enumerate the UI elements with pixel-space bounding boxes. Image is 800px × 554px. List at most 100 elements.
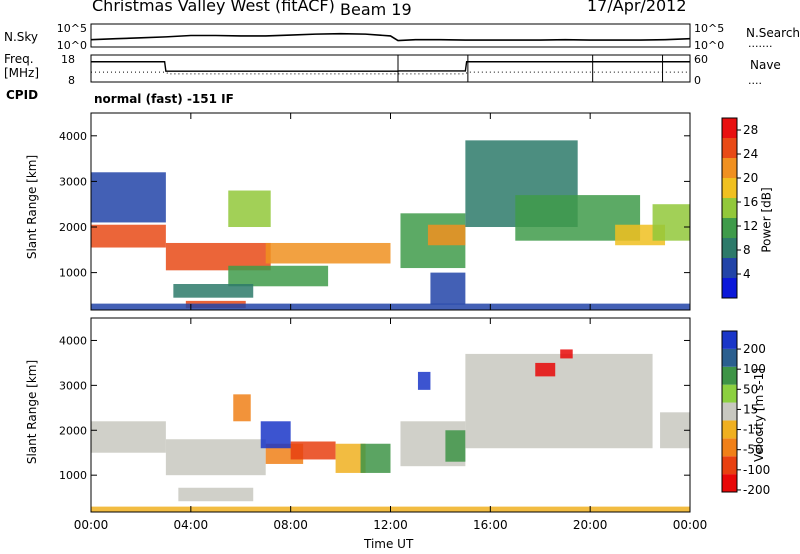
power-ytick-label: 4000 bbox=[59, 130, 87, 143]
velocity-ytick-label: 4000 bbox=[59, 334, 87, 347]
power-echo-band bbox=[91, 172, 166, 223]
noise-series-line bbox=[90, 32, 691, 42]
freq-label-line1: Freq. bbox=[4, 52, 34, 66]
freq-series-line bbox=[91, 61, 690, 72]
velocity-echo-band bbox=[91, 421, 166, 453]
power-colorbar-segment bbox=[722, 178, 737, 198]
velocity-colorbar-tick-label: 100 bbox=[743, 362, 766, 376]
date-label: 17/Apr/2012 bbox=[587, 0, 687, 15]
velocity-colorbar-tick-label: 200 bbox=[743, 342, 766, 356]
x-axis-title: Time UT bbox=[364, 537, 414, 551]
time-tick-label: 00:00 bbox=[673, 518, 708, 532]
time-tick-label: 00:00 bbox=[74, 518, 109, 532]
velocity-colorbar-tick-label: -15 bbox=[743, 423, 763, 437]
time-tick-label: 16:00 bbox=[473, 518, 508, 532]
power-colorbar-tick-label: 8 bbox=[743, 243, 751, 257]
power-ytick-label: 2000 bbox=[59, 221, 87, 234]
velocity-echo-band bbox=[417, 371, 431, 390]
freq-ytick: 18 bbox=[61, 53, 75, 66]
power-colorbar-frame bbox=[721, 117, 738, 299]
velocity-colorbar-segment bbox=[722, 420, 737, 439]
power-colorbar-segment bbox=[722, 198, 737, 218]
velocity-colorbar-segment bbox=[722, 331, 737, 349]
noise-ytick: 10^0 bbox=[57, 39, 87, 52]
time-tick-label: 12:00 bbox=[373, 518, 408, 532]
velocity-echo-band bbox=[445, 430, 466, 462]
noise-y2tick: 10^0 bbox=[694, 39, 724, 52]
power-echo-band bbox=[652, 204, 690, 241]
velocity-colorbar-tick-label: 15 bbox=[743, 402, 758, 416]
time-tick-label: 04:00 bbox=[174, 518, 209, 532]
power-colorbar-label: Power [dB] bbox=[759, 187, 774, 253]
time-tick-label: 20:00 bbox=[573, 518, 608, 532]
velocity-echo-band bbox=[178, 487, 254, 502]
velocity-colorbar-segment bbox=[722, 456, 737, 475]
power-colorbar-segment bbox=[722, 138, 737, 158]
nave-ytick: 60 bbox=[694, 53, 708, 66]
cpid-label: CPID bbox=[6, 88, 39, 102]
power-echo-band bbox=[91, 224, 166, 248]
freq-ytick: 8 bbox=[68, 74, 75, 87]
time-tick-label: 08:00 bbox=[273, 518, 308, 532]
velocity-colorbar-segment bbox=[722, 384, 737, 403]
velocity-colorbar-tick-label: -200 bbox=[743, 483, 770, 497]
noise-ytick: 10^5 bbox=[57, 22, 87, 35]
power-echo-band bbox=[265, 242, 391, 264]
velocity-ytick-label: 3000 bbox=[59, 379, 87, 392]
velocity-colorbar-tick-label: -50 bbox=[743, 443, 763, 457]
nave-ytick: 0 bbox=[694, 74, 701, 87]
power-colorbar-tick-label: 12 bbox=[743, 219, 758, 233]
noise-y2tick: 10^5 bbox=[694, 22, 724, 35]
velocity-colorbar-segment bbox=[722, 402, 737, 421]
beam-label: Beam 19 bbox=[340, 0, 412, 19]
power-colorbar-tick-label: 4 bbox=[743, 267, 751, 281]
power-colorbar-segment bbox=[722, 218, 737, 238]
power-echo-band bbox=[228, 190, 271, 228]
cpid-mode-text: normal (fast) -151 IF bbox=[94, 92, 234, 106]
velocity-ytick-label: 1000 bbox=[59, 469, 87, 482]
power-echo-band bbox=[173, 284, 254, 298]
power-colorbar-tick-label: 16 bbox=[743, 195, 758, 209]
noise-panel-frame bbox=[90, 23, 691, 48]
power-colorbar-segment bbox=[722, 238, 737, 258]
velocity-colorbar-tick-label: 50 bbox=[743, 382, 758, 396]
nave-legend-dots: .... bbox=[748, 74, 762, 87]
power-colorbar-tick-label: 24 bbox=[743, 147, 758, 161]
velocity-echo-band bbox=[290, 441, 336, 460]
nave-label: Nave bbox=[750, 58, 781, 72]
power-ylabel: Slant Range [km] bbox=[25, 154, 40, 260]
nsearch-legend-dots: ....... bbox=[748, 37, 772, 50]
velocity-echo-band bbox=[535, 362, 556, 377]
velocity-echo-band bbox=[465, 353, 653, 449]
velocity-colorbar-label: Velocity [m s-1] bbox=[751, 368, 766, 462]
velocity-colorbar-segment bbox=[722, 366, 737, 385]
velocity-colorbar-segment bbox=[722, 474, 737, 492]
power-echo-band bbox=[427, 224, 466, 246]
nave-series-line bbox=[91, 71, 690, 75]
power-ytick-label: 3000 bbox=[59, 175, 87, 188]
velocity-echo-band bbox=[560, 349, 573, 359]
velocity-colorbar-segment bbox=[722, 348, 737, 367]
velocity-echo-band bbox=[260, 421, 291, 449]
power-colorbar-tick-label: 28 bbox=[743, 123, 758, 137]
velocity-echo-band bbox=[233, 394, 251, 422]
power-ytick-label: 1000 bbox=[59, 267, 87, 280]
power-echo-band bbox=[228, 265, 329, 287]
velocity-colorbar-segment bbox=[722, 438, 737, 457]
freq-label-line2: [MHz] bbox=[4, 66, 40, 80]
velocity-ylabel: Slant Range [km] bbox=[25, 359, 40, 465]
power-echo-band bbox=[430, 272, 466, 305]
power-colorbar-segment bbox=[722, 278, 737, 298]
station-title: Christmas Valley West (fitACF) bbox=[92, 0, 335, 15]
velocity-echo-band bbox=[360, 443, 391, 473]
velocity-ytick-label: 2000 bbox=[59, 424, 87, 437]
power-colorbar-tick-label: 20 bbox=[743, 171, 758, 185]
power-colorbar-segment bbox=[722, 118, 737, 138]
velocity-colorbar-tick-label: -100 bbox=[743, 463, 770, 477]
power-colorbar-segment bbox=[722, 158, 737, 178]
nsky-label: N.Sky bbox=[4, 30, 39, 44]
power-colorbar-segment bbox=[722, 258, 737, 278]
frequency-panel-frame bbox=[90, 54, 691, 83]
nsearch-label: N.Search bbox=[746, 26, 800, 40]
